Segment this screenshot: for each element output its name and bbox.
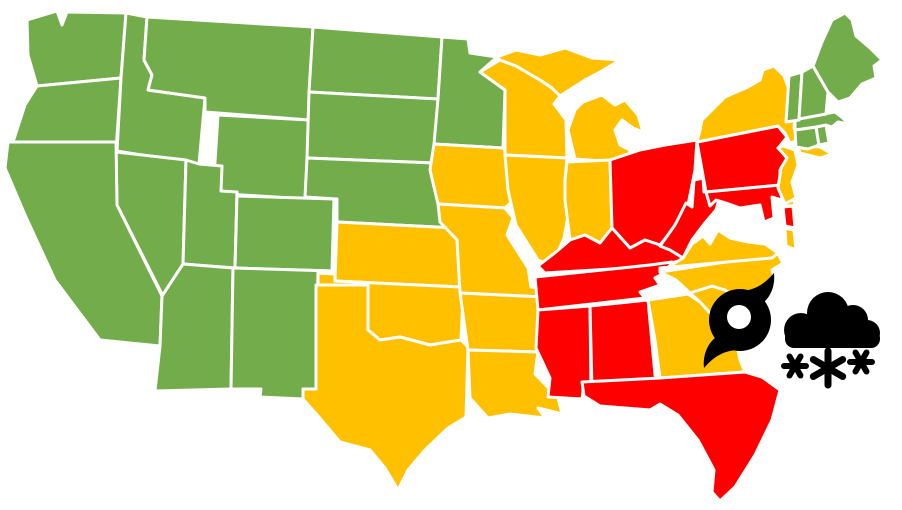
snowflakes-icon [781, 347, 875, 389]
state-michigan-upper-peninsula [495, 46, 622, 98]
state-indiana [563, 158, 614, 245]
state-california [3, 140, 164, 348]
state-iowa [428, 142, 518, 210]
hurricane-eye [727, 305, 751, 329]
state-north-dakota [307, 25, 444, 101]
state-maryland-eastern-shore [781, 204, 797, 230]
snowflake-left [781, 353, 809, 379]
state-massachusetts [793, 110, 850, 132]
state-michigan-lower-peninsula [566, 93, 645, 165]
state-florida [580, 370, 782, 503]
snow-cloud-icon [784, 292, 880, 348]
state-wyoming [211, 113, 311, 201]
state-maine [811, 11, 884, 104]
state-arkansas [458, 291, 545, 354]
state-virginia-eastern-shore [783, 226, 798, 252]
state-oregon [11, 76, 123, 153]
state-new-jersey [776, 144, 800, 206]
state-washington [25, 9, 128, 88]
state-south-dakota [305, 90, 440, 165]
states-layer [3, 9, 884, 503]
state-louisiana [466, 348, 564, 420]
state-minnesota [432, 35, 507, 150]
state-virginia [658, 228, 780, 274]
state-kansas [333, 220, 465, 289]
snowflake-right [847, 349, 875, 375]
hurricane-icon [703, 273, 775, 368]
snowflake-middle [809, 347, 847, 389]
state-texas [301, 283, 470, 492]
state-new-hampshire [797, 64, 830, 121]
cloud-base [785, 329, 880, 348]
state-tennessee [533, 260, 674, 312]
state-new-york [695, 64, 801, 145]
state-colorado [233, 194, 336, 273]
